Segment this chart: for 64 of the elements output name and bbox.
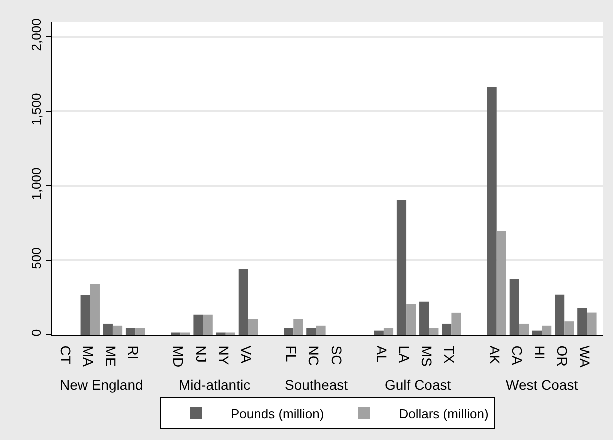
bar <box>284 328 294 335</box>
x-tick-label: NJ <box>193 346 210 363</box>
bar <box>442 324 452 335</box>
bar <box>374 330 384 335</box>
x-tick-label: VA <box>238 346 254 364</box>
x-tick-label: HI <box>532 346 548 360</box>
text: Southeast <box>285 377 348 393</box>
bar <box>587 312 597 335</box>
bar <box>203 314 213 335</box>
x-tick-label: OR <box>554 346 571 367</box>
x-tick-label: AL <box>374 346 390 364</box>
x-tick-label: MD <box>170 346 187 368</box>
bar <box>396 200 407 335</box>
bar <box>555 294 565 335</box>
x-tick-label: FL <box>284 346 300 362</box>
x-tick-label: SC <box>328 346 345 366</box>
bar <box>248 320 258 335</box>
text: West Coast <box>506 377 578 393</box>
y-tick-label: 1,000 <box>28 168 44 200</box>
legend-label: Pounds (million) <box>231 406 324 422</box>
y-tick-label: 0 <box>28 329 44 337</box>
bar <box>306 328 316 335</box>
x-tick-label: WA <box>577 346 594 368</box>
text: Mid-atlantic <box>179 377 251 393</box>
x-tick-label: CA <box>509 346 526 366</box>
bar <box>578 308 588 335</box>
y-tick-label: 500 <box>28 248 44 270</box>
bar <box>103 324 113 335</box>
bar <box>532 330 542 335</box>
bar <box>112 326 123 335</box>
bar <box>238 268 248 335</box>
y-tick-label: 2,000 <box>28 18 44 52</box>
bar <box>316 326 326 335</box>
bar <box>496 230 506 335</box>
bar <box>136 328 146 335</box>
bar <box>126 328 136 335</box>
x-tick-label: RI <box>126 346 142 360</box>
bar <box>519 324 530 335</box>
text: New England <box>60 377 144 393</box>
bar <box>406 304 416 335</box>
bar <box>420 302 430 335</box>
bar <box>429 328 439 335</box>
bar <box>294 320 304 335</box>
x-tick-label: ME <box>102 346 119 367</box>
text: Gulf Coast <box>385 377 452 393</box>
x-tick-label: NC <box>306 346 322 366</box>
x-tick-label: MA <box>80 346 96 368</box>
bar <box>194 314 204 335</box>
bar <box>487 86 497 335</box>
legend-label: Dollars (million) <box>399 406 489 422</box>
bar <box>384 328 394 335</box>
x-tick-label: NY <box>216 346 232 366</box>
bar <box>452 312 462 335</box>
x-tick-label: AK <box>486 346 503 366</box>
bar <box>542 326 552 335</box>
x-tick-label: LA <box>396 346 413 364</box>
x-tick-label: TX <box>442 346 458 364</box>
bar <box>510 280 520 335</box>
bar <box>90 284 100 335</box>
y-tick-label: 1,500 <box>28 93 44 126</box>
x-tick-label: MS <box>419 346 436 367</box>
bar <box>564 322 574 335</box>
x-tick-label: CT <box>58 346 74 365</box>
bar <box>80 295 90 335</box>
